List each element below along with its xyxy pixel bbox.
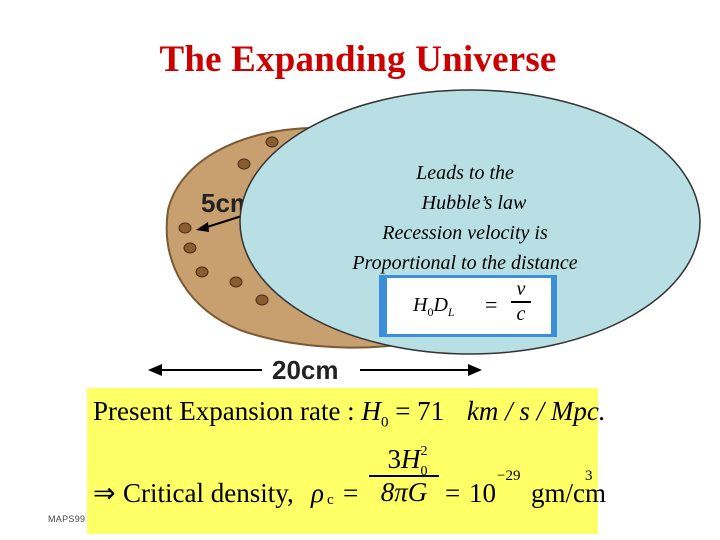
hubble-equals: =	[485, 292, 498, 317]
density-numerator: 3H 2 0	[369, 444, 439, 479]
critical-density-line: ⇒ Critical density, ρ c = 3H 2 0 8πG = 10 …	[93, 444, 606, 530]
expansion-h-symbol: H	[361, 396, 381, 426]
implies-arrow-icon: ⇒	[93, 478, 116, 508]
density-num-sub: 0	[420, 464, 428, 479]
bubble-line-2: Hubble’s law	[421, 192, 527, 214]
density-rho-subscript: c	[327, 492, 334, 508]
density-equals-1: =	[343, 478, 359, 508]
density-denominator: 8πG	[380, 477, 428, 507]
density-unit-sup: 3	[585, 468, 593, 484]
hubble-h-symbol: H	[413, 294, 428, 316]
expansion-value: 71	[417, 396, 445, 426]
density-rho-symbol: ρ	[311, 478, 324, 508]
hubble-law-lhs: H0DL	[413, 294, 455, 320]
hubble-numerator: v	[516, 278, 526, 300]
radius-arrowhead	[196, 222, 209, 232]
expansion-equals: =	[395, 396, 411, 426]
expansion-rate-label: Present Expansion rate :	[93, 396, 355, 426]
density-fraction: 3H 2 0 8πG	[369, 444, 439, 508]
watermark: MAPS99	[48, 514, 86, 524]
bubble-line-3: Recession velocity is	[382, 222, 548, 244]
formula-panel: Present Expansion rate : H0 = 71 km / s …	[87, 388, 606, 534]
galaxy-dot	[237, 158, 251, 170]
hubble-d-symbol: D	[433, 294, 448, 316]
galaxy-dot	[183, 242, 197, 254]
bubble-text: Leads to the Hubble’s law Recession velo…	[300, 158, 630, 278]
galaxy-dots	[178, 136, 279, 306]
hubble-h-subscript: 0	[427, 305, 434, 319]
hubble-law-formula-inner: H0DL = v c	[387, 278, 551, 334]
galaxy-dot	[229, 276, 243, 288]
density-num-coef: 3	[387, 444, 402, 474]
expansion-h-subscript: 0	[380, 414, 389, 431]
density-num-h: H	[401, 444, 421, 474]
bubble-line-4: Proportional to the distance	[352, 252, 578, 274]
expansion-unit: km / s / Mpc.	[466, 396, 606, 426]
density-unit: gm/cm	[531, 478, 606, 508]
page-title: The Expanding Universe	[159, 39, 557, 80]
galaxy-dot	[265, 136, 279, 148]
hubble-denominator: c	[516, 303, 526, 325]
hubble-law-formula: H0DL = v c	[379, 275, 557, 337]
hubble-d-subscript: L	[447, 305, 455, 319]
density-fraction-bar	[369, 475, 439, 477]
critical-density-label: Critical density,	[123, 478, 294, 508]
galaxy-dot	[178, 222, 192, 234]
diameter-label: 20cm	[272, 355, 339, 385]
hubble-fraction-bar	[511, 301, 531, 303]
density-base: 10	[469, 478, 496, 508]
bubble-line-1: Leads to the	[416, 162, 514, 184]
density-exponent: −29	[497, 468, 521, 484]
density-equals-2: =	[445, 478, 461, 508]
diameter-arrowhead-right	[468, 364, 482, 376]
expansion-rate-line: Present Expansion rate : H0 = 71 km / s …	[93, 396, 606, 431]
diameter-arrowhead-left	[148, 364, 162, 376]
galaxy-dot	[255, 294, 269, 306]
hubble-fraction: v c	[511, 278, 531, 326]
density-unit-text: 0	[497, 478, 511, 509]
density-num-sup: 2	[420, 444, 428, 459]
speech-bubble	[239, 89, 701, 355]
galaxy-dot	[195, 266, 209, 278]
